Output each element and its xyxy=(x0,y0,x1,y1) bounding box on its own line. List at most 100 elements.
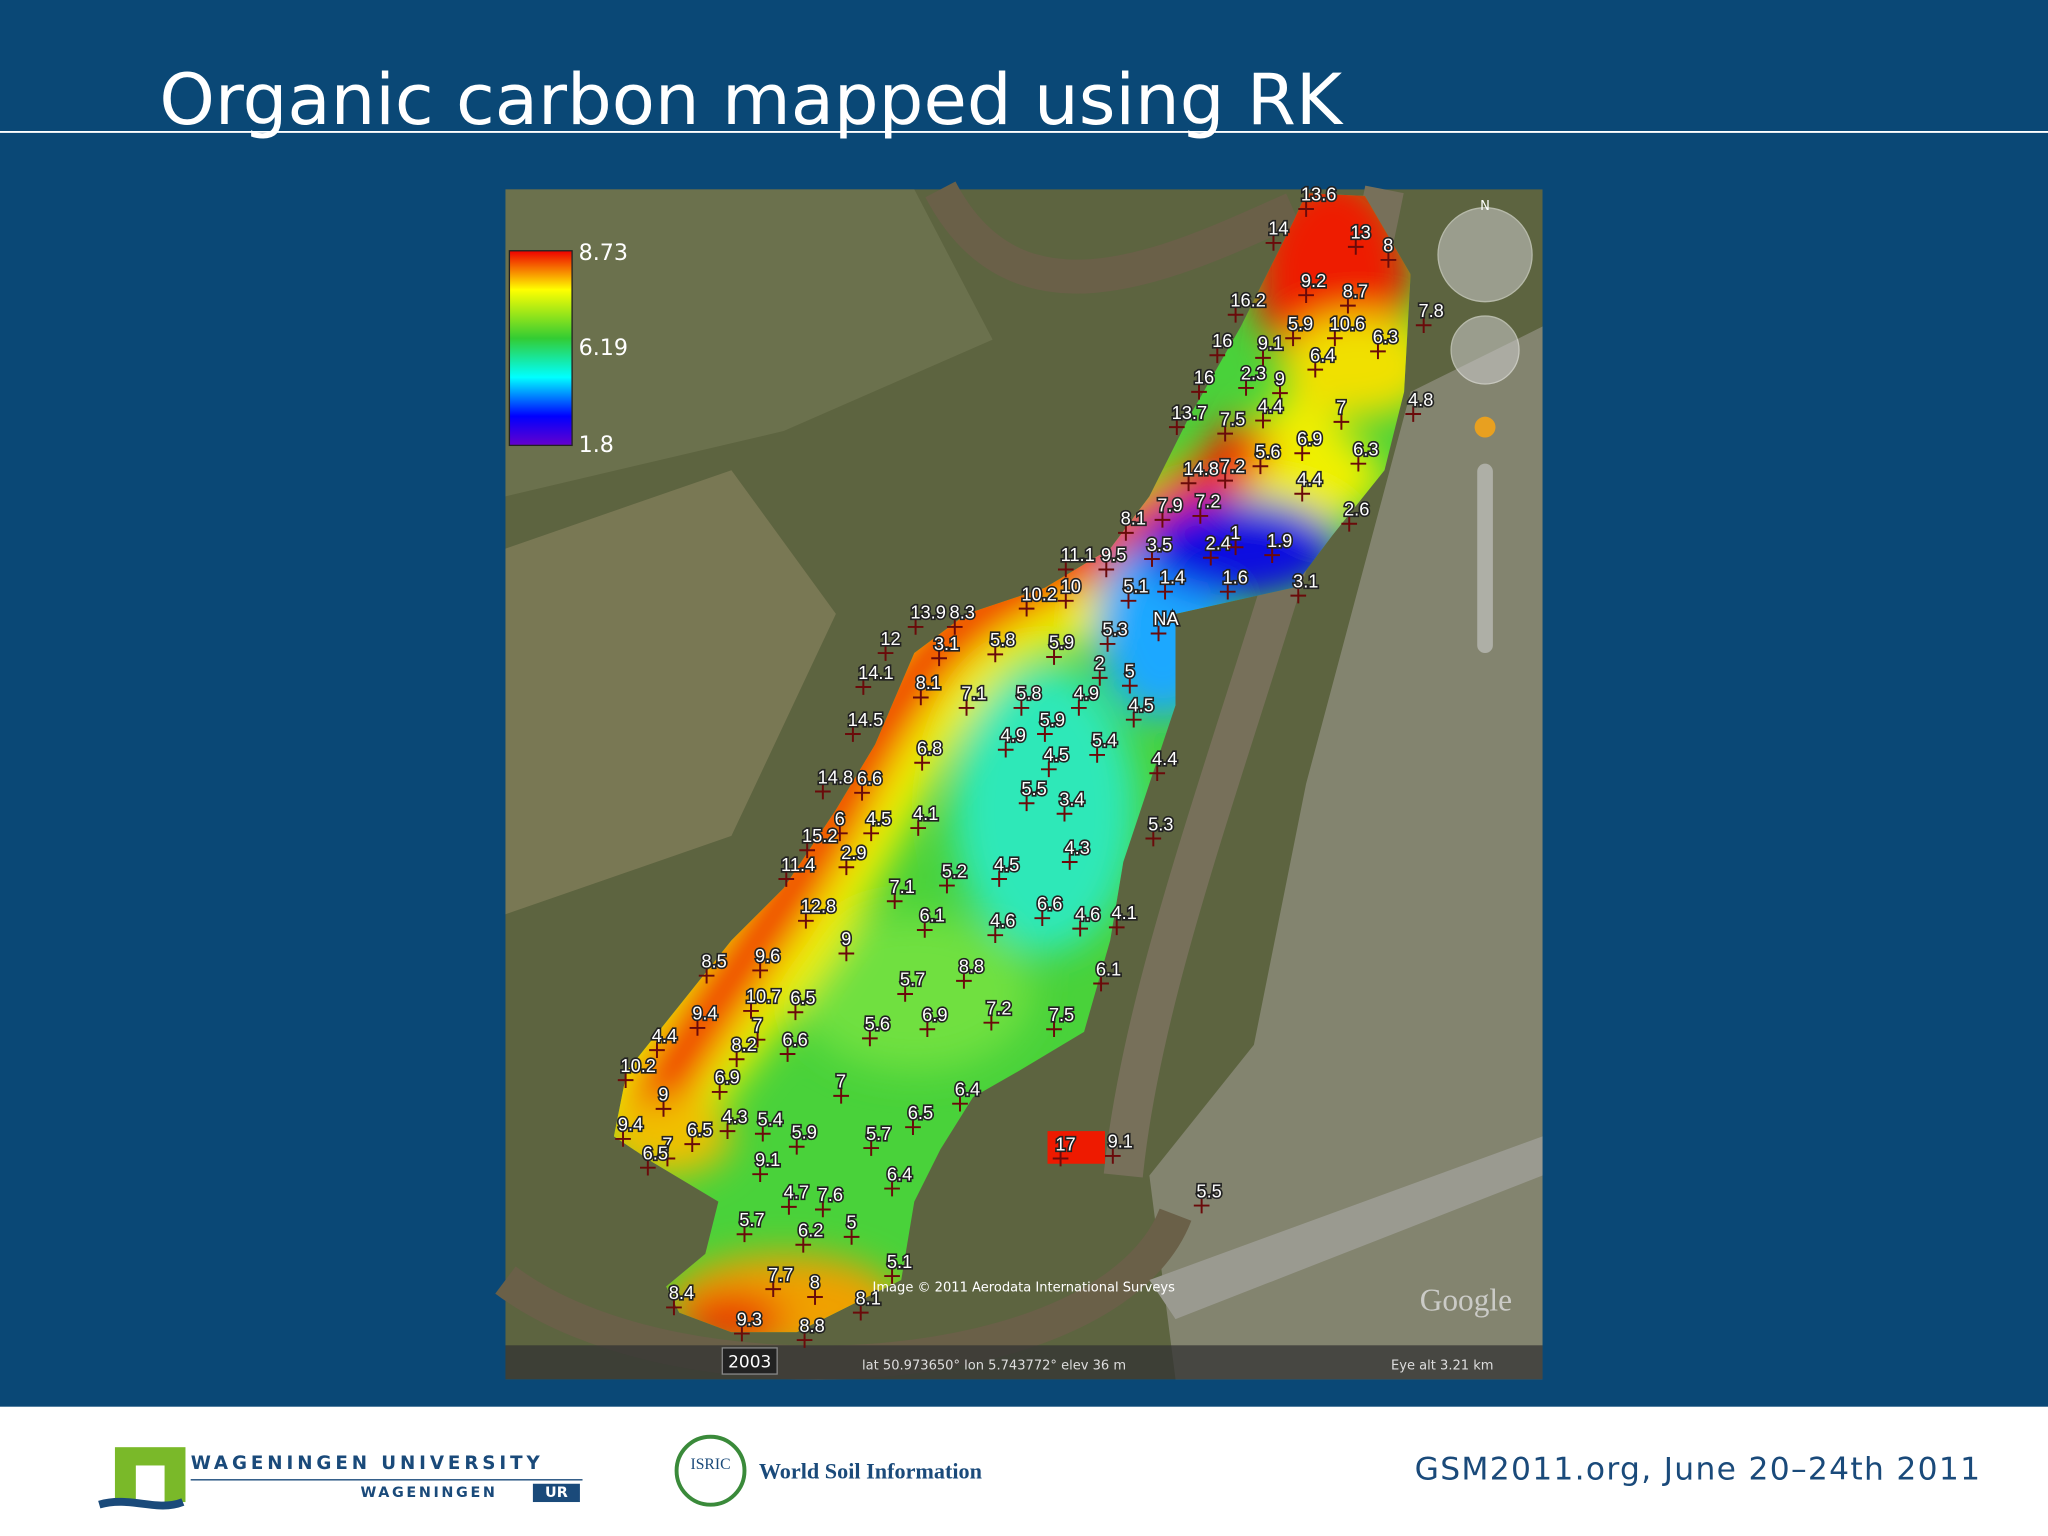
sample-label: 5.9 xyxy=(1049,632,1074,653)
sample-label: 4.9 xyxy=(1000,724,1025,745)
sample-cross xyxy=(877,645,894,661)
sample-cross xyxy=(956,973,972,989)
sample-label: 6.8 xyxy=(917,738,942,759)
sample-cross xyxy=(795,1236,812,1253)
sample-cross xyxy=(863,1140,880,1156)
sample-label: 5 xyxy=(846,1212,856,1233)
sample-cross xyxy=(1154,511,1171,528)
sample-cross xyxy=(815,1201,831,1218)
sample-cross xyxy=(1415,317,1432,334)
sample-label: 6.3 xyxy=(1353,438,1378,459)
sample-cross xyxy=(1120,592,1137,609)
sample-cross xyxy=(799,842,816,859)
sample-label: 9.4 xyxy=(618,1114,643,1135)
sample-label: 6.5 xyxy=(687,1119,712,1140)
sample-label: 8.1 xyxy=(856,1287,881,1308)
sample-cross xyxy=(1307,361,1324,378)
sample-cross xyxy=(1056,805,1073,822)
sample-label: 13.7 xyxy=(1172,402,1208,423)
sample-cross xyxy=(838,859,855,876)
sample-cross xyxy=(778,871,795,887)
sample-label: 6.9 xyxy=(922,1004,947,1025)
legend-label: 6.19 xyxy=(579,335,628,361)
sample-label: 10.2 xyxy=(620,1055,656,1076)
sample-label: 5.9 xyxy=(1288,313,1313,334)
sample-cross xyxy=(852,1304,869,1321)
status-bar: lat 50.973650° lon 5.743772° elev 36 m xyxy=(862,1359,1126,1374)
sample-label: 8.7 xyxy=(1343,280,1368,301)
sample-label: 9.1 xyxy=(1108,1131,1133,1152)
sample-label: 4.6 xyxy=(1075,903,1100,924)
sample-label: 1.6 xyxy=(1223,566,1248,587)
sample-label: 8.8 xyxy=(799,1315,824,1336)
sample-label: 6.5 xyxy=(908,1102,933,1123)
sample-cross xyxy=(1108,919,1125,936)
sample-label: 6 xyxy=(835,808,845,829)
map xyxy=(495,181,1543,1380)
sample-cross xyxy=(1217,425,1233,442)
sample-cross xyxy=(855,679,872,695)
sample-cross xyxy=(1264,547,1280,563)
sample-cross xyxy=(684,1136,701,1152)
sample-label: 1.9 xyxy=(1267,530,1292,551)
sample-cross xyxy=(1046,649,1062,665)
sample-cross xyxy=(1046,1021,1062,1038)
sample-label: 9 xyxy=(841,928,851,949)
sample-label: 14.8 xyxy=(1183,458,1219,479)
sample-label: 7.2 xyxy=(986,997,1011,1018)
sample-cross xyxy=(698,967,715,984)
sample-label: 16.2 xyxy=(1230,290,1266,311)
sample-label: 10.2 xyxy=(1021,583,1057,604)
sample-cross xyxy=(914,754,930,771)
colorbar xyxy=(508,250,573,447)
sample-label: 9 xyxy=(1275,368,1285,389)
event: GSM2011.org, June 20–24th 2011 xyxy=(1415,1452,1982,1488)
sample-label: 2.6 xyxy=(1344,499,1369,520)
sample-label: 8.5 xyxy=(701,950,726,971)
sample-cross xyxy=(754,1125,771,1142)
imagery-year[interactable]: 2003 xyxy=(728,1352,771,1372)
sample-cross xyxy=(1227,306,1244,323)
sample-label: 13 xyxy=(1351,222,1371,243)
sample-label: 7.6 xyxy=(818,1184,843,1205)
sample-label: 6.1 xyxy=(1096,958,1121,979)
sample-label: 4.6 xyxy=(990,910,1015,931)
sample-cross xyxy=(1350,455,1367,472)
sample-cross xyxy=(736,1226,753,1243)
sample-cross xyxy=(910,820,927,836)
sample-cross xyxy=(781,1199,797,1215)
sample-cross xyxy=(1037,726,1053,742)
sample-label: 4.3 xyxy=(722,1106,747,1127)
sample-cross xyxy=(838,945,855,962)
sample-label: 1.4 xyxy=(1160,566,1185,587)
copyright: Image © 2011 Aerodata International Surv… xyxy=(872,1280,1175,1295)
sample-label: 4.9 xyxy=(1074,683,1099,704)
sample-label: 8 xyxy=(1383,235,1393,256)
sample-label: 7.7 xyxy=(768,1264,793,1285)
sample-label: 4.4 xyxy=(1258,395,1283,416)
sample-cross xyxy=(1285,330,1301,347)
sample-cross xyxy=(1202,549,1219,566)
sample-cross xyxy=(1327,330,1343,347)
sample-cross xyxy=(655,1101,672,1117)
sample-label: 7.2 xyxy=(1195,491,1220,512)
sample-label: 6.4 xyxy=(887,1163,912,1184)
sample-label: 12.8 xyxy=(801,896,837,917)
sample-label: 2.9 xyxy=(841,842,866,863)
sample-label: 4.4 xyxy=(652,1025,677,1046)
sample-label: 5.6 xyxy=(1255,441,1280,462)
sample-cross xyxy=(905,1119,921,1136)
sample-cross xyxy=(1121,677,1138,694)
sample-label: 8.8 xyxy=(959,956,984,977)
sample-cross xyxy=(939,877,955,894)
sample-cross xyxy=(1294,485,1311,502)
sample-label: 4.1 xyxy=(913,803,938,824)
sample-cross xyxy=(833,1088,849,1104)
sample-cross xyxy=(1227,539,1244,556)
sample-cross xyxy=(640,1159,656,1176)
sample-label: 9.5 xyxy=(1101,544,1126,565)
sample-label: 9 xyxy=(658,1084,668,1105)
sample-cross xyxy=(1255,412,1271,429)
sample-label: 5.9 xyxy=(792,1122,817,1143)
sample-cross xyxy=(1057,561,1074,578)
